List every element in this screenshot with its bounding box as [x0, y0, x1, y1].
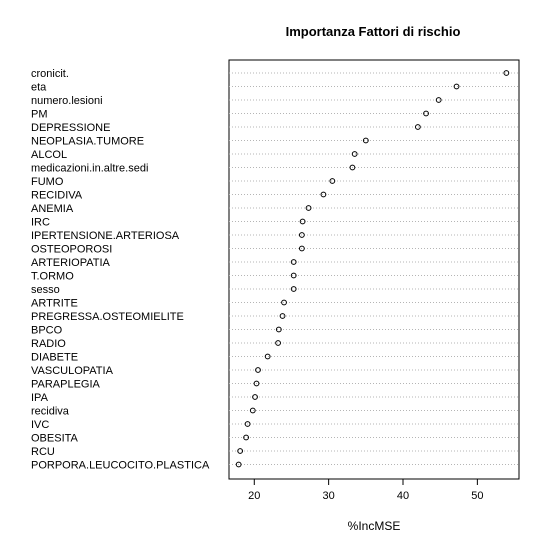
category-label: IPERTENSIONE.ARTERIOSA	[31, 230, 180, 242]
category-label: ARTERIOPATIA	[31, 257, 111, 269]
category-label: IPA	[31, 392, 49, 404]
category-label: sesso	[31, 284, 60, 296]
category-label: RADIO	[31, 338, 66, 350]
category-label: DEPRESSIONE	[31, 122, 110, 134]
data-point	[503, 70, 510, 76]
data-point	[329, 178, 336, 184]
category-label: recidiva	[31, 406, 70, 418]
category-label: ANEMIA	[31, 203, 74, 215]
x-tick-label: 40	[397, 490, 409, 502]
x-tick-label: 30	[323, 490, 335, 502]
category-label: IVC	[31, 419, 49, 431]
data-point	[351, 151, 358, 157]
category-label: numero.lesioni	[31, 95, 103, 107]
category-label: PREGRESSA.OSTEOMIELITE	[31, 311, 184, 323]
data-point	[237, 448, 244, 454]
category-label: OSTEOPOROSI	[31, 244, 112, 256]
category-label: eta	[31, 82, 47, 94]
data-point	[320, 191, 327, 198]
data-point	[281, 299, 287, 306]
data-point	[252, 394, 258, 400]
data-point	[255, 367, 261, 373]
data-point	[244, 421, 251, 427]
data-point	[279, 313, 286, 319]
category-label: cronicit.	[31, 68, 69, 80]
category-label: RCU	[31, 446, 55, 458]
data-point	[249, 407, 256, 414]
x-axis-label: %IncMSE	[348, 519, 401, 533]
category-label: ALCOL	[31, 149, 67, 161]
grid-lines	[229, 72, 519, 465]
category-label: BPCO	[31, 325, 63, 337]
category-label: DIABETE	[31, 352, 78, 364]
data-point	[264, 353, 271, 360]
data-point	[362, 137, 369, 144]
data-point	[298, 232, 305, 238]
category-label: T.ORMO	[31, 271, 74, 283]
data-point	[305, 205, 312, 211]
x-tick-label: 20	[248, 490, 260, 502]
category-label: FUMO	[31, 176, 64, 188]
x-axis: 20 30 40 50	[248, 478, 483, 502]
data-point	[275, 340, 281, 346]
category-label: medicazioni.in.altre.sedi	[31, 163, 148, 175]
chart-title: Importanza Fattori di rischio	[286, 24, 461, 39]
category-label: VASCULOPATIA	[31, 365, 114, 377]
category-label: PORPORA.LEUCOCITO.PLASTICA	[31, 460, 210, 472]
data-point	[423, 110, 429, 117]
data-point	[298, 245, 305, 252]
category-label: PARAPLEGIA	[31, 379, 101, 391]
x-tick-label: 50	[471, 490, 483, 502]
data-point	[253, 380, 260, 387]
data-point	[414, 124, 421, 130]
data-point	[299, 218, 306, 225]
data-point	[435, 97, 442, 103]
category-label: PM	[31, 109, 48, 121]
data-point	[349, 164, 356, 171]
category-label: RECIDIVA	[31, 190, 83, 202]
data-point	[243, 434, 250, 441]
data-point	[290, 259, 297, 265]
category-label: NEOPLASIA.TUMORE	[31, 136, 144, 148]
data-point	[290, 272, 297, 279]
category-label: ARTRITE	[31, 298, 78, 310]
data-point	[275, 326, 282, 333]
data-point	[235, 461, 242, 468]
category-label: IRC	[31, 217, 50, 229]
data-points	[235, 70, 510, 468]
data-point	[290, 286, 297, 292]
data-point	[453, 83, 460, 90]
category-label: OBESITA	[31, 433, 79, 445]
